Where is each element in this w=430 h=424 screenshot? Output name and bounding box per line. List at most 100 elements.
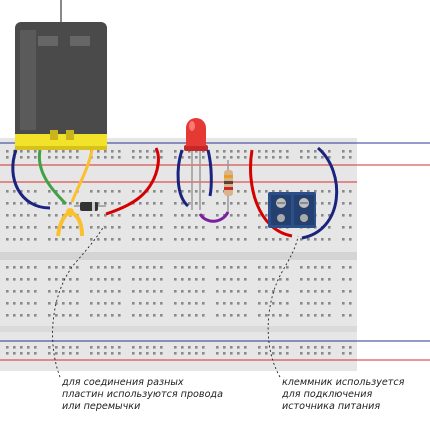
hole [272, 346, 275, 349]
hole [111, 352, 114, 355]
hole [230, 290, 233, 293]
hole [160, 190, 163, 193]
hole [223, 352, 226, 355]
hole [174, 290, 177, 293]
hole [174, 302, 177, 305]
hole [55, 214, 58, 217]
hole [118, 346, 121, 349]
hole [328, 226, 331, 229]
hole [321, 202, 324, 205]
hole [244, 278, 247, 281]
caption-right-line-3: источника питания [282, 401, 381, 412]
hole [328, 278, 331, 281]
hole [27, 266, 30, 269]
hole [349, 278, 352, 281]
hole [104, 278, 107, 281]
hole [55, 302, 58, 305]
hole [160, 266, 163, 269]
caption-right: клеммник используется для подключения ис… [282, 377, 404, 413]
hole [90, 346, 93, 349]
hole [27, 156, 30, 159]
hole [188, 156, 191, 159]
hole [160, 290, 163, 293]
hole [307, 238, 310, 241]
hole [342, 352, 345, 355]
hole [76, 156, 79, 159]
hole [244, 346, 247, 349]
hole [34, 214, 37, 217]
hole [104, 290, 107, 293]
hole [69, 156, 72, 159]
hole [146, 290, 149, 293]
hole [6, 346, 9, 349]
hole [153, 278, 156, 281]
hole [6, 302, 9, 305]
hole [272, 238, 275, 241]
hole [48, 314, 51, 317]
hole [132, 302, 135, 305]
hole [111, 156, 114, 159]
hole [20, 190, 23, 193]
hole [258, 214, 261, 217]
hole [13, 238, 16, 241]
hole [307, 190, 310, 193]
hole [153, 190, 156, 193]
hole [237, 214, 240, 217]
hole [62, 226, 65, 229]
hole [132, 290, 135, 293]
hole [97, 214, 100, 217]
hole [216, 278, 219, 281]
hole [321, 352, 324, 355]
hole [300, 156, 303, 159]
hole [20, 238, 23, 241]
center-channel [0, 252, 357, 260]
hole [244, 150, 247, 153]
hole [20, 156, 23, 159]
hole [300, 302, 303, 305]
pointer-right [267, 235, 299, 378]
hole [321, 290, 324, 293]
hole [174, 346, 177, 349]
hole [328, 290, 331, 293]
hole [195, 290, 198, 293]
hole [48, 226, 51, 229]
hole [216, 302, 219, 305]
hole [328, 302, 331, 305]
hole [6, 290, 9, 293]
hole [202, 226, 205, 229]
hole [321, 302, 324, 305]
hole [328, 190, 331, 193]
hole [69, 266, 72, 269]
hole [34, 238, 37, 241]
hole [160, 302, 163, 305]
hole [202, 278, 205, 281]
hole [118, 290, 121, 293]
hole [349, 150, 352, 153]
hole [237, 190, 240, 193]
hole [188, 238, 191, 241]
hole [272, 290, 275, 293]
hole [307, 156, 310, 159]
hole [188, 202, 191, 205]
hole [13, 278, 16, 281]
hole [202, 352, 205, 355]
hole [258, 238, 261, 241]
hole [223, 302, 226, 305]
hole [111, 238, 114, 241]
hole [265, 302, 268, 305]
hole [118, 214, 121, 217]
hole [279, 156, 282, 159]
hole [328, 150, 331, 153]
hole [272, 190, 275, 193]
hole [202, 266, 205, 269]
hole [55, 156, 58, 159]
hole [307, 352, 310, 355]
hole [188, 266, 191, 269]
hole [20, 226, 23, 229]
caption-left-line-3: или перемычки [62, 401, 141, 412]
hole [174, 202, 177, 205]
hole [237, 202, 240, 205]
hole [146, 346, 149, 349]
hole [328, 266, 331, 269]
hole [300, 290, 303, 293]
